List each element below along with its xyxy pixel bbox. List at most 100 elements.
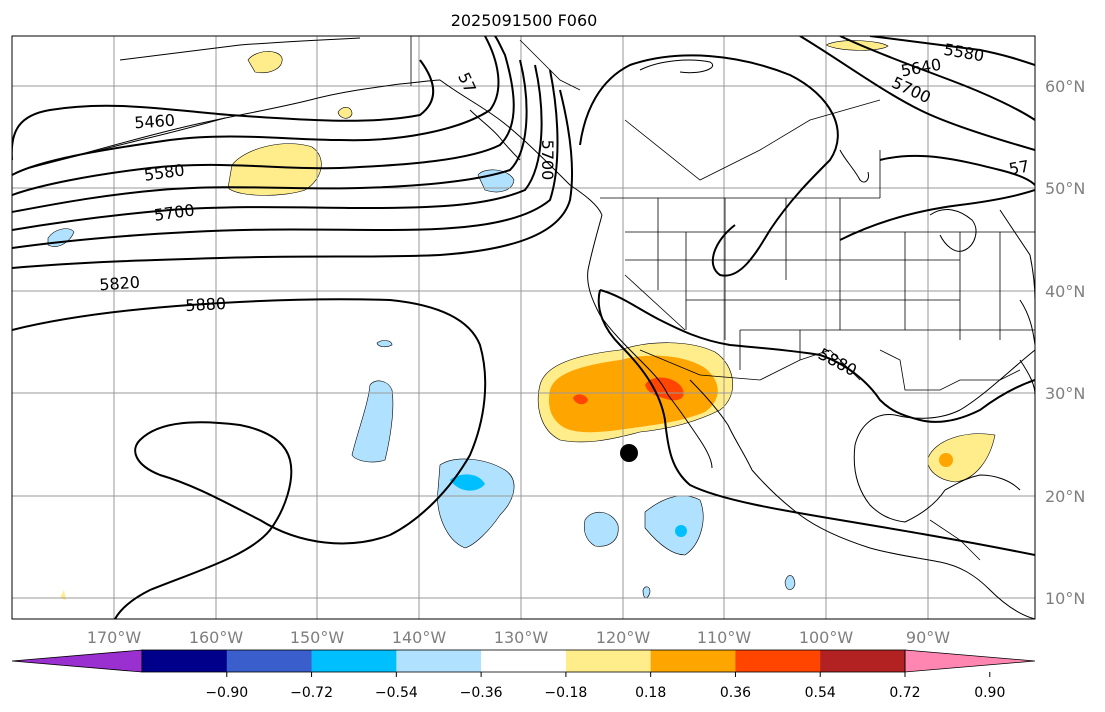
lon-label-130w: 130°W [494,628,549,647]
colorbar-tick-label: −0.72 [290,685,333,701]
contour-5760 [12,69,559,249]
height-contours [12,36,1035,619]
coast-alaska-panhandle [439,79,603,216]
colorbar-tick-label: −0.90 [205,685,248,701]
coast-gulf-mexico [853,349,1035,523]
anomaly-blue-small2 [784,575,796,591]
lat-label-20: 20°N [1045,487,1085,506]
anomaly-blue-small3 [642,586,651,599]
anomaly-blue-south2 [644,495,704,556]
coast-alaska-south [39,79,441,166]
lat-label-10: 10°N [1045,589,1085,608]
coast-bc-islands [469,109,521,161]
colorbar-swatch [650,650,736,672]
colorbar-extend-low [11,649,143,673]
map-area: 5460 5580 5700 5820 5880 5880 5580 5640 … [12,36,1035,619]
contour-5460 [12,59,435,160]
colorbar-tick-label: −0.18 [544,685,587,701]
contour-ne-2 [839,36,1035,121]
lon-label-110w: 110°W [697,628,752,647]
coast-gulf-calif [689,379,753,471]
contour-label-5700-bc: 5700 [538,140,557,181]
anomaly-cyan-center [450,474,485,491]
colorbar-tick-label: 0.90 [974,685,1005,701]
anomaly-yellow-hudson [825,40,889,51]
colorbar-swatch [481,650,567,672]
contour-ne-5 [839,189,1035,241]
contour-5700 [12,64,543,231]
anomaly-red-baja-small [573,394,588,405]
anomaly-cyan-south2 [675,525,687,537]
borders [410,36,1035,561]
coast-yucatan [944,474,1021,491]
contour-5640 [12,59,528,213]
anomaly-yellow-alaska-dot [337,107,353,119]
coast-baja [667,394,713,469]
colorbar-swatch [396,650,482,672]
lon-label-100w: 100°W [799,628,854,647]
anomaly-blue-small1 [376,340,393,348]
coast-aleutians [29,117,226,169]
contour-ne-4 [879,154,1035,186]
lon-label-140w: 140°W [392,628,447,647]
anomaly-yellow-gulf [927,433,996,483]
lon-label-160w: 160°W [189,628,244,647]
colorbar-swatch [142,650,228,672]
colorbar-extend-high [904,649,1036,673]
colorbar-tick-label: −0.36 [460,685,503,701]
anomaly-yellow-gulf-alaska [227,143,322,196]
colorbar-frame [141,649,906,673]
contour-5880-west [12,298,487,619]
colorbar-tick-label: −0.54 [375,685,418,701]
lat-label-60: 60°N [1045,77,1085,96]
figure-title: 2025091500 F060 [451,11,598,30]
lon-label-90w: 90°W [906,628,950,647]
lat-label-30: 30°N [1045,384,1085,403]
coastlines [29,37,1035,619]
storm-marker-dot [620,444,638,462]
coast-east [999,209,1035,301]
colorbar-swatch [226,650,313,672]
colorbar-tick-label: 0.54 [805,685,836,701]
lat-label-40: 40°N [1045,282,1085,301]
contour-ne-1 [869,36,1035,66]
anomaly-orange-gulf [939,453,953,467]
gridlines [12,36,1035,619]
contour-5820 [12,89,573,269]
contour-5580 [12,36,515,196]
contour-5880-east [599,289,1035,423]
coast-mexico-west [751,469,1035,619]
contour-5880-ridge [597,289,1035,556]
anomaly-orange-baja [548,355,718,433]
lon-label-150w: 150°W [290,628,345,647]
colorbar-tick-label: 0.18 [635,685,666,701]
contour-label-57-east: 57 [1007,156,1030,178]
shaded-anomalies [47,40,996,600]
anomaly-yellow-alaska-small [247,51,283,73]
lon-labels: 170°W 160°W 150°W 140°W 130°W 120°W 110°… [87,628,950,647]
contour-ne-3 [799,36,1035,151]
lat-labels: 10°N 20°N 30°N 40°N 50°N 60°N [1045,77,1085,608]
map-frame [11,35,1036,620]
anomaly-blue-hawaii-north [351,380,394,463]
lon-label-170w: 170°W [87,628,142,647]
colorbar-tick-label: 0.36 [720,685,751,701]
colorbar-tick-label: 0.72 [889,685,920,701]
coast-alaska-north [119,37,361,61]
colorbar-swatch [820,650,906,672]
anomaly-blue-south1 [584,512,619,547]
contour-label-5460: 5460 [134,111,176,133]
coast-east2 [1019,299,1035,346]
contour-5520 [12,36,500,176]
colorbar-swatch [565,650,652,672]
colorbar: −0.90 −0.72 −0.54 −0.36 −0.18 0.18 0.36 0.54 0.7… [11,649,1036,701]
contour-label-5820: 5820 [99,273,141,295]
coast-hudson-bay [839,149,869,183]
colorbar-swatch [735,650,821,672]
coast-great-lakes [929,209,977,252]
lon-label-120w: 120°W [596,628,651,647]
colorbar-swatch [311,650,397,672]
lat-label-50: 50°N [1045,179,1085,198]
contour-label-5880-west: 5880 [185,294,227,315]
